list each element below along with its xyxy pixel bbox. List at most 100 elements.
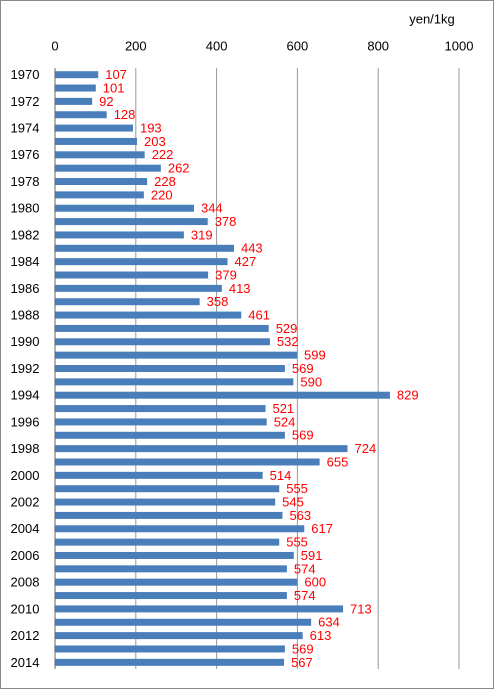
y-tick-label: 1984 [11,254,40,269]
y-tick-label: 1974 [11,121,40,136]
y-tick-label: 1998 [11,441,40,456]
bar [55,284,222,292]
bar [55,605,344,613]
bar [55,378,294,386]
y-tick-label: 1970 [11,67,40,82]
y-tick-label: 1976 [11,147,40,162]
bar [55,445,348,453]
value-label: 461 [248,308,270,323]
value-label: 378 [215,214,237,229]
value-label: 655 [327,454,349,469]
value-label: 600 [304,575,326,590]
bar [55,84,96,92]
bar [55,244,234,252]
bar [55,431,285,439]
bar [55,298,200,306]
value-label: 574 [294,561,316,576]
value-label: 222 [152,147,174,162]
value-label: 613 [310,628,332,643]
value-label: 107 [105,67,127,82]
bar [55,137,138,145]
bar [55,351,297,359]
value-label: 555 [286,535,308,550]
value-label: 262 [168,161,190,176]
y-tick-label: 2014 [11,655,40,670]
bar [55,525,305,533]
value-label: 413 [229,281,251,296]
bar [55,458,320,466]
value-label: 101 [103,80,125,95]
value-label: 228 [154,174,176,189]
unit-label: yen/1kg [409,11,455,26]
value-label: 569 [292,361,314,376]
bar [55,258,228,266]
y-tick-label: 2010 [11,601,40,616]
x-tick-label: 200 [125,38,147,53]
bar [55,191,144,199]
bar [55,391,390,399]
bar [55,645,285,653]
bar [55,618,312,626]
value-label: 521 [272,401,294,416]
value-label: 529 [276,321,298,336]
bar [55,485,280,493]
value-label: 713 [350,601,372,616]
y-tick-label: 2000 [11,468,40,483]
value-label: 203 [144,134,166,149]
value-label: 358 [207,294,229,309]
bar [55,204,194,212]
bar [55,97,93,105]
value-label: 92 [99,94,113,109]
value-label: 590 [300,374,322,389]
bar [55,124,133,132]
value-label: 569 [292,641,314,656]
value-label: 567 [291,655,313,670]
bar [55,271,209,279]
y-tick-label: 2008 [11,575,40,590]
value-label: 574 [294,588,316,603]
y-tick-label: 1986 [11,281,40,296]
bar [55,578,298,586]
bar [55,658,285,666]
value-label: 193 [140,121,162,136]
value-label: 524 [274,414,296,429]
bar [55,151,145,159]
y-tick-label: 1980 [11,201,40,216]
x-tick-label: 800 [367,38,389,53]
y-tick-label: 1988 [11,308,40,323]
bar [55,71,99,79]
y-tick-label: 1990 [11,334,40,349]
bar [55,324,269,332]
value-label: 319 [191,227,213,242]
value-label: 427 [235,254,257,269]
bar [55,538,280,546]
bar [55,164,161,172]
bar [55,111,107,119]
value-label: 724 [354,441,376,456]
value-label: 617 [311,521,333,536]
value-label: 514 [270,468,292,483]
y-tick-label: 1994 [11,388,40,403]
y-tick-label: 2002 [11,494,40,509]
value-label: 555 [286,481,308,496]
value-label: 634 [318,615,340,630]
bar [55,551,294,559]
bar [55,311,242,319]
bar [55,471,263,479]
bar [55,231,184,239]
bar [55,365,285,372]
value-label: 545 [282,494,304,509]
value-label: 591 [301,548,323,563]
bar [55,511,283,519]
y-tick-label: 1996 [11,414,40,429]
value-label: 599 [304,348,326,363]
value-label: 532 [277,334,299,349]
bar [55,592,287,600]
y-tick-label: 1978 [11,174,40,189]
bar [55,405,266,413]
x-tick-label: 1000 [445,38,474,53]
value-label: 829 [397,388,419,403]
value-label: 128 [114,107,136,122]
y-tick-label: 1972 [11,94,40,109]
